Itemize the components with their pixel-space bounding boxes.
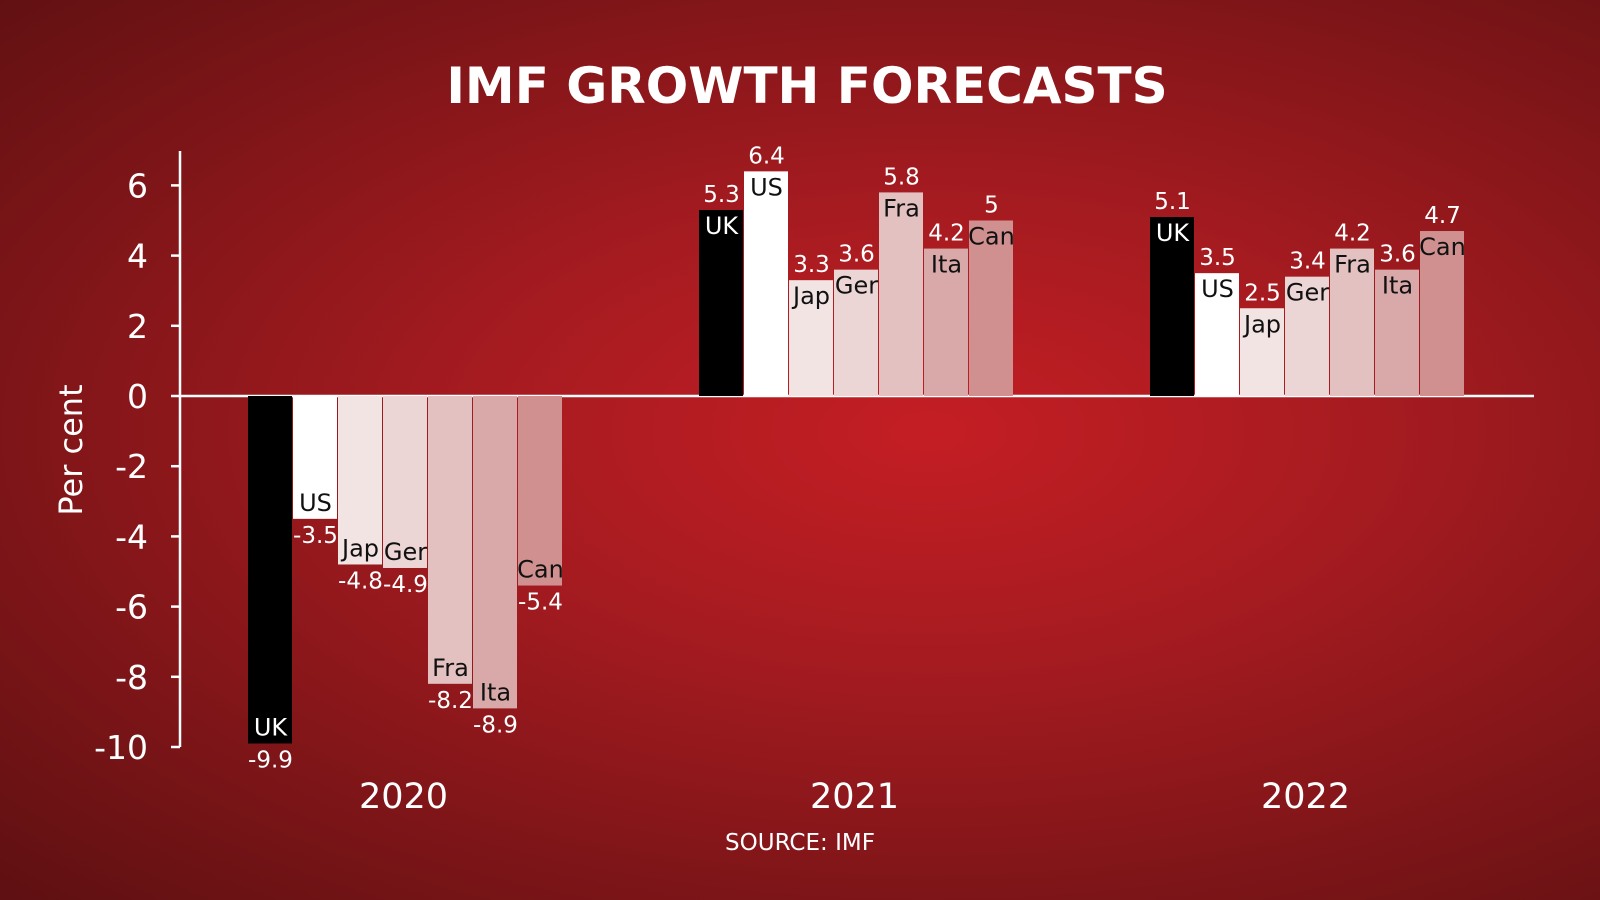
- y-tick-label: -2: [115, 447, 148, 486]
- bar-labels: UK -9.9 5.3 UK 5.1 UK US -3.5 6.4 US 3.5 US Jap -4.8 3…: [248, 143, 1466, 773]
- value-label: 3.3: [793, 252, 830, 278]
- y-tick-label: -6: [115, 588, 148, 627]
- series-label: Ita: [480, 678, 511, 706]
- value-label: 4.2: [928, 221, 965, 247]
- value-label: 3.6: [838, 242, 875, 268]
- series-label: UK: [254, 713, 289, 741]
- series-label: Fra: [432, 654, 469, 682]
- value-label: 2.5: [1244, 280, 1281, 306]
- value-label: 3.4: [1289, 249, 1326, 275]
- series-label: US: [299, 489, 332, 517]
- value-label: 5: [984, 193, 999, 219]
- series-label: US: [1201, 275, 1234, 303]
- y-tick-label: -4: [115, 517, 148, 556]
- bar-can-2021: [969, 220, 1013, 396]
- y-tick-label: -8: [115, 658, 148, 697]
- value-label: 3.5: [1199, 245, 1236, 271]
- y-tick-label: 0: [127, 377, 148, 416]
- bar-us-2020: [293, 396, 337, 519]
- series-label: Jap: [340, 534, 379, 562]
- x-category-label: 2020: [359, 777, 448, 817]
- value-label: 5.1: [1154, 189, 1191, 215]
- y-tick-label: 6: [127, 166, 148, 205]
- bar-jap-2021: [789, 280, 833, 396]
- bar-ita-2020: [473, 396, 517, 709]
- bar-ger-2022: [1285, 276, 1329, 396]
- bar-jap-2022: [1240, 308, 1284, 396]
- value-label: -4.8: [338, 568, 383, 594]
- value-label: -4.9: [383, 572, 428, 598]
- value-label: -8.9: [473, 712, 518, 738]
- series-label: Jap: [1242, 310, 1281, 338]
- bar-can-2020: [518, 396, 562, 586]
- series-label: Can: [1419, 233, 1466, 261]
- value-label: -5.4: [518, 590, 563, 616]
- bars: [248, 171, 1464, 744]
- value-label: -3.5: [293, 523, 338, 549]
- bar-ger-2020: [383, 396, 427, 568]
- bar-fra-2020: [428, 396, 472, 684]
- series-label: Fra: [883, 194, 920, 222]
- y-axis-label: Per cent: [52, 384, 90, 515]
- bar-jap-2020: [338, 396, 382, 565]
- series-label: Ger: [1286, 279, 1329, 307]
- series-label: US: [750, 173, 783, 201]
- series-label: Ita: [1382, 272, 1413, 300]
- series-label: UK: [1156, 219, 1191, 247]
- series-label: Can: [968, 223, 1015, 251]
- series-label: Jap: [791, 282, 830, 310]
- bar-uk-2021: [699, 209, 743, 396]
- bar-fra-2021: [879, 192, 923, 396]
- bar-uk-2020: [248, 396, 292, 744]
- x-category-label: 2021: [810, 777, 899, 817]
- value-label: 4.2: [1334, 221, 1371, 247]
- value-label: -9.9: [248, 747, 293, 773]
- y-tick-label: 4: [127, 237, 148, 276]
- bar-us-2022: [1195, 273, 1239, 396]
- series-label: Can: [517, 556, 564, 584]
- series-label: Ger: [835, 272, 878, 300]
- value-label: 6.4: [748, 143, 785, 169]
- value-label: 3.6: [1379, 242, 1416, 268]
- bar-can-2022: [1420, 231, 1464, 396]
- series-label: UK: [705, 212, 740, 240]
- x-category-label: 2022: [1261, 777, 1350, 817]
- value-label: 4.7: [1424, 203, 1461, 229]
- bar-ger-2021: [834, 269, 878, 396]
- bar-us-2021: [744, 171, 788, 396]
- series-label: Ger: [384, 538, 427, 566]
- value-label: 5.3: [703, 182, 740, 208]
- bar-ita-2021: [924, 248, 968, 396]
- bar-fra-2022: [1330, 248, 1374, 396]
- bar-uk-2022: [1150, 216, 1194, 396]
- y-tick-label: 2: [127, 307, 148, 346]
- series-label: Fra: [1334, 251, 1371, 279]
- source-note: SOURCE: IMF: [725, 830, 875, 856]
- bar-ita-2022: [1375, 269, 1419, 396]
- value-label: -8.2: [428, 688, 473, 714]
- value-label: 5.8: [883, 164, 920, 190]
- series-label: Ita: [931, 251, 962, 279]
- chart-title: IMF GROWTH FORECASTS: [446, 57, 1167, 115]
- y-tick-label: -10: [94, 728, 148, 767]
